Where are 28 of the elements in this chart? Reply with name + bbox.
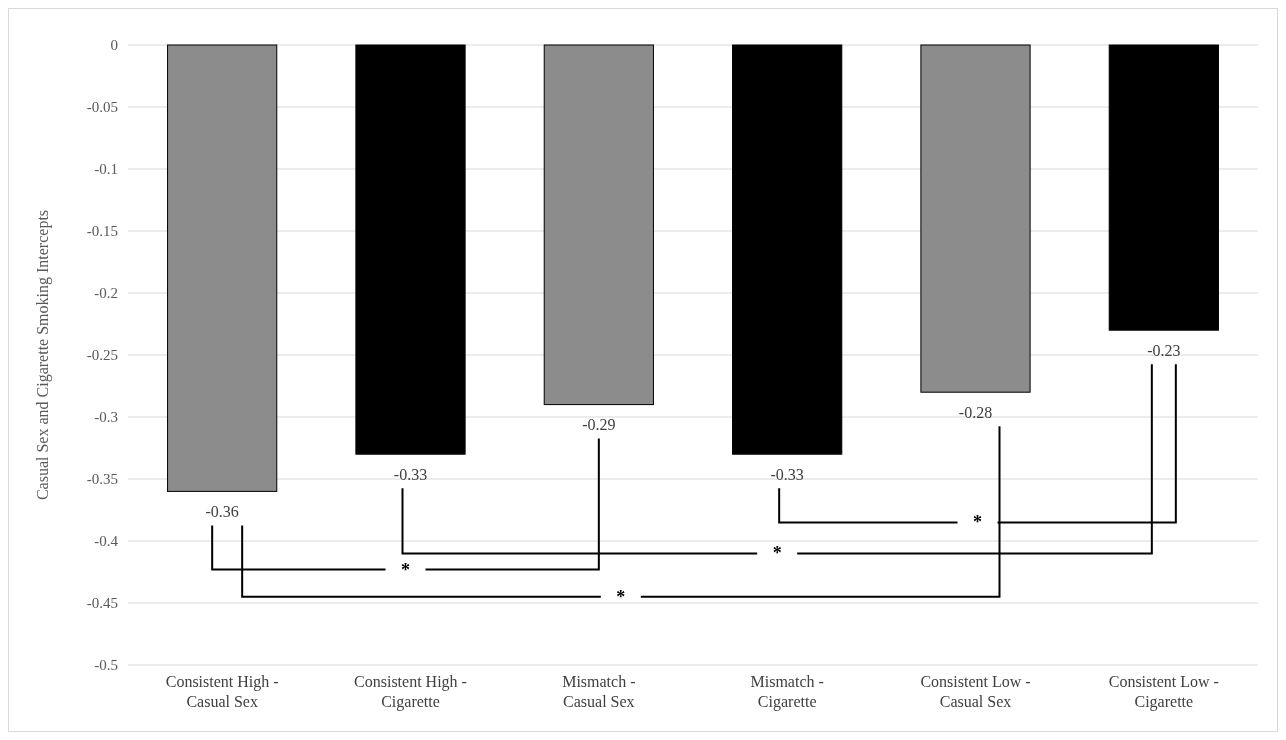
- y-tick-label: -0.45: [86, 595, 118, 612]
- data-label: -0.28: [958, 403, 993, 421]
- y-tick-label: -0.1: [94, 161, 118, 178]
- y-tick-label: -0.05: [86, 99, 118, 116]
- y-tick-label: -0.5: [94, 657, 118, 674]
- data-label: -0.23: [1147, 341, 1181, 359]
- annotation: *: [973, 512, 982, 533]
- y-tick-label: -0.15: [86, 223, 118, 240]
- data-label: -0.33: [770, 465, 804, 483]
- annotation: *: [772, 543, 782, 564]
- data-label: -0.29: [582, 416, 616, 434]
- y-tick-label: -0.25: [86, 347, 118, 364]
- y-tick-label: 0: [110, 37, 118, 54]
- y-tick-label: -0.4: [94, 533, 119, 550]
- data-label: -0.36: [205, 503, 239, 520]
- x-tick-label: Mismatch - Casual Sex: [562, 673, 636, 710]
- x-tick-label: Consistent High - Casual Sex: [165, 673, 279, 710]
- y-tick-label: -0.35: [86, 471, 118, 488]
- data-label: -0.33: [393, 465, 428, 483]
- x-tick-label: Consistent Low - Casual Sex: [920, 673, 1031, 710]
- annotation: *: [616, 586, 626, 607]
- x-tick-label: Consistent Low - Cigarette: [1108, 673, 1219, 711]
- x-tick-label: Consistent High - Cigarette: [354, 673, 467, 711]
- y-tick-label: -0.2: [94, 285, 118, 302]
- annotation: *: [401, 559, 410, 580]
- y-tick-label: -0.3: [94, 409, 118, 426]
- x-tick-label: Mismatch - Cigarette: [750, 673, 824, 711]
- y-axis-title: Casual Sex and Cigarette Smoking Intercepts: [34, 209, 52, 501]
